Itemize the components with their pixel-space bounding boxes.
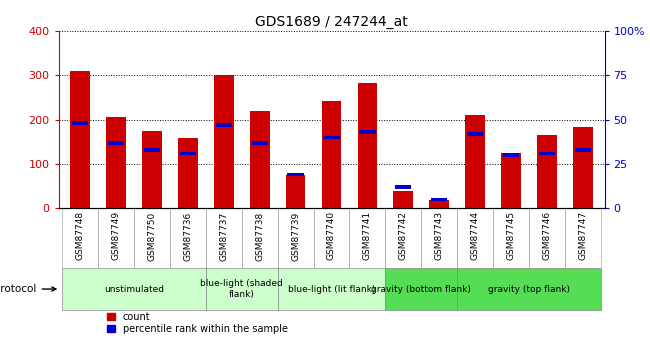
Bar — [573, 127, 593, 208]
Text: GSM87736: GSM87736 — [183, 211, 192, 260]
Text: GSM87749: GSM87749 — [111, 211, 120, 260]
Bar — [467, 132, 483, 136]
Text: GSM87743: GSM87743 — [435, 211, 444, 260]
Bar — [358, 83, 377, 208]
Bar — [178, 138, 198, 208]
Bar — [214, 75, 233, 208]
Bar — [503, 154, 519, 157]
Bar — [252, 141, 268, 145]
Text: growth protocol: growth protocol — [0, 284, 56, 294]
Bar — [359, 130, 376, 134]
Text: GSM87739: GSM87739 — [291, 211, 300, 260]
FancyBboxPatch shape — [385, 268, 457, 309]
Text: GSM87740: GSM87740 — [327, 211, 336, 260]
Bar — [430, 200, 449, 208]
FancyBboxPatch shape — [62, 268, 206, 309]
Text: GSM87738: GSM87738 — [255, 211, 264, 260]
FancyBboxPatch shape — [278, 268, 385, 309]
Text: GSM87746: GSM87746 — [543, 211, 552, 260]
Bar — [324, 136, 339, 139]
Bar — [180, 151, 196, 155]
Bar — [465, 115, 485, 208]
Text: GSM87744: GSM87744 — [471, 211, 480, 260]
Bar — [575, 148, 591, 151]
FancyBboxPatch shape — [457, 268, 601, 309]
Text: blue-light (shaded
flank): blue-light (shaded flank) — [200, 279, 283, 299]
Bar — [393, 190, 413, 208]
Bar — [537, 135, 557, 208]
Text: GSM87748: GSM87748 — [75, 211, 84, 260]
Text: blue-light (lit flank): blue-light (lit flank) — [288, 285, 375, 294]
FancyBboxPatch shape — [206, 268, 278, 309]
Text: GSM87750: GSM87750 — [148, 211, 157, 260]
Text: GSM87737: GSM87737 — [219, 211, 228, 260]
Bar — [216, 123, 232, 127]
Legend: count, percentile rank within the sample: count, percentile rank within the sample — [107, 312, 287, 334]
Bar — [501, 153, 521, 208]
Bar — [144, 148, 160, 151]
Bar — [250, 111, 270, 208]
Bar — [72, 121, 88, 125]
Text: gravity (bottom flank): gravity (bottom flank) — [371, 285, 471, 294]
Bar — [431, 198, 447, 201]
Bar — [395, 185, 411, 189]
Title: GDS1689 / 247244_at: GDS1689 / 247244_at — [255, 14, 408, 29]
Bar — [322, 101, 341, 208]
Bar — [287, 173, 304, 176]
Text: GSM87745: GSM87745 — [506, 211, 515, 260]
Bar — [106, 117, 126, 208]
Bar — [70, 71, 90, 208]
Bar — [108, 141, 124, 145]
Text: GSM87747: GSM87747 — [578, 211, 588, 260]
Text: GSM87742: GSM87742 — [399, 211, 408, 260]
Bar — [286, 175, 306, 208]
Text: GSM87741: GSM87741 — [363, 211, 372, 260]
Text: gravity (top flank): gravity (top flank) — [488, 285, 570, 294]
Bar — [539, 151, 555, 155]
Text: unstimulated: unstimulated — [104, 285, 164, 294]
Bar — [142, 131, 162, 208]
